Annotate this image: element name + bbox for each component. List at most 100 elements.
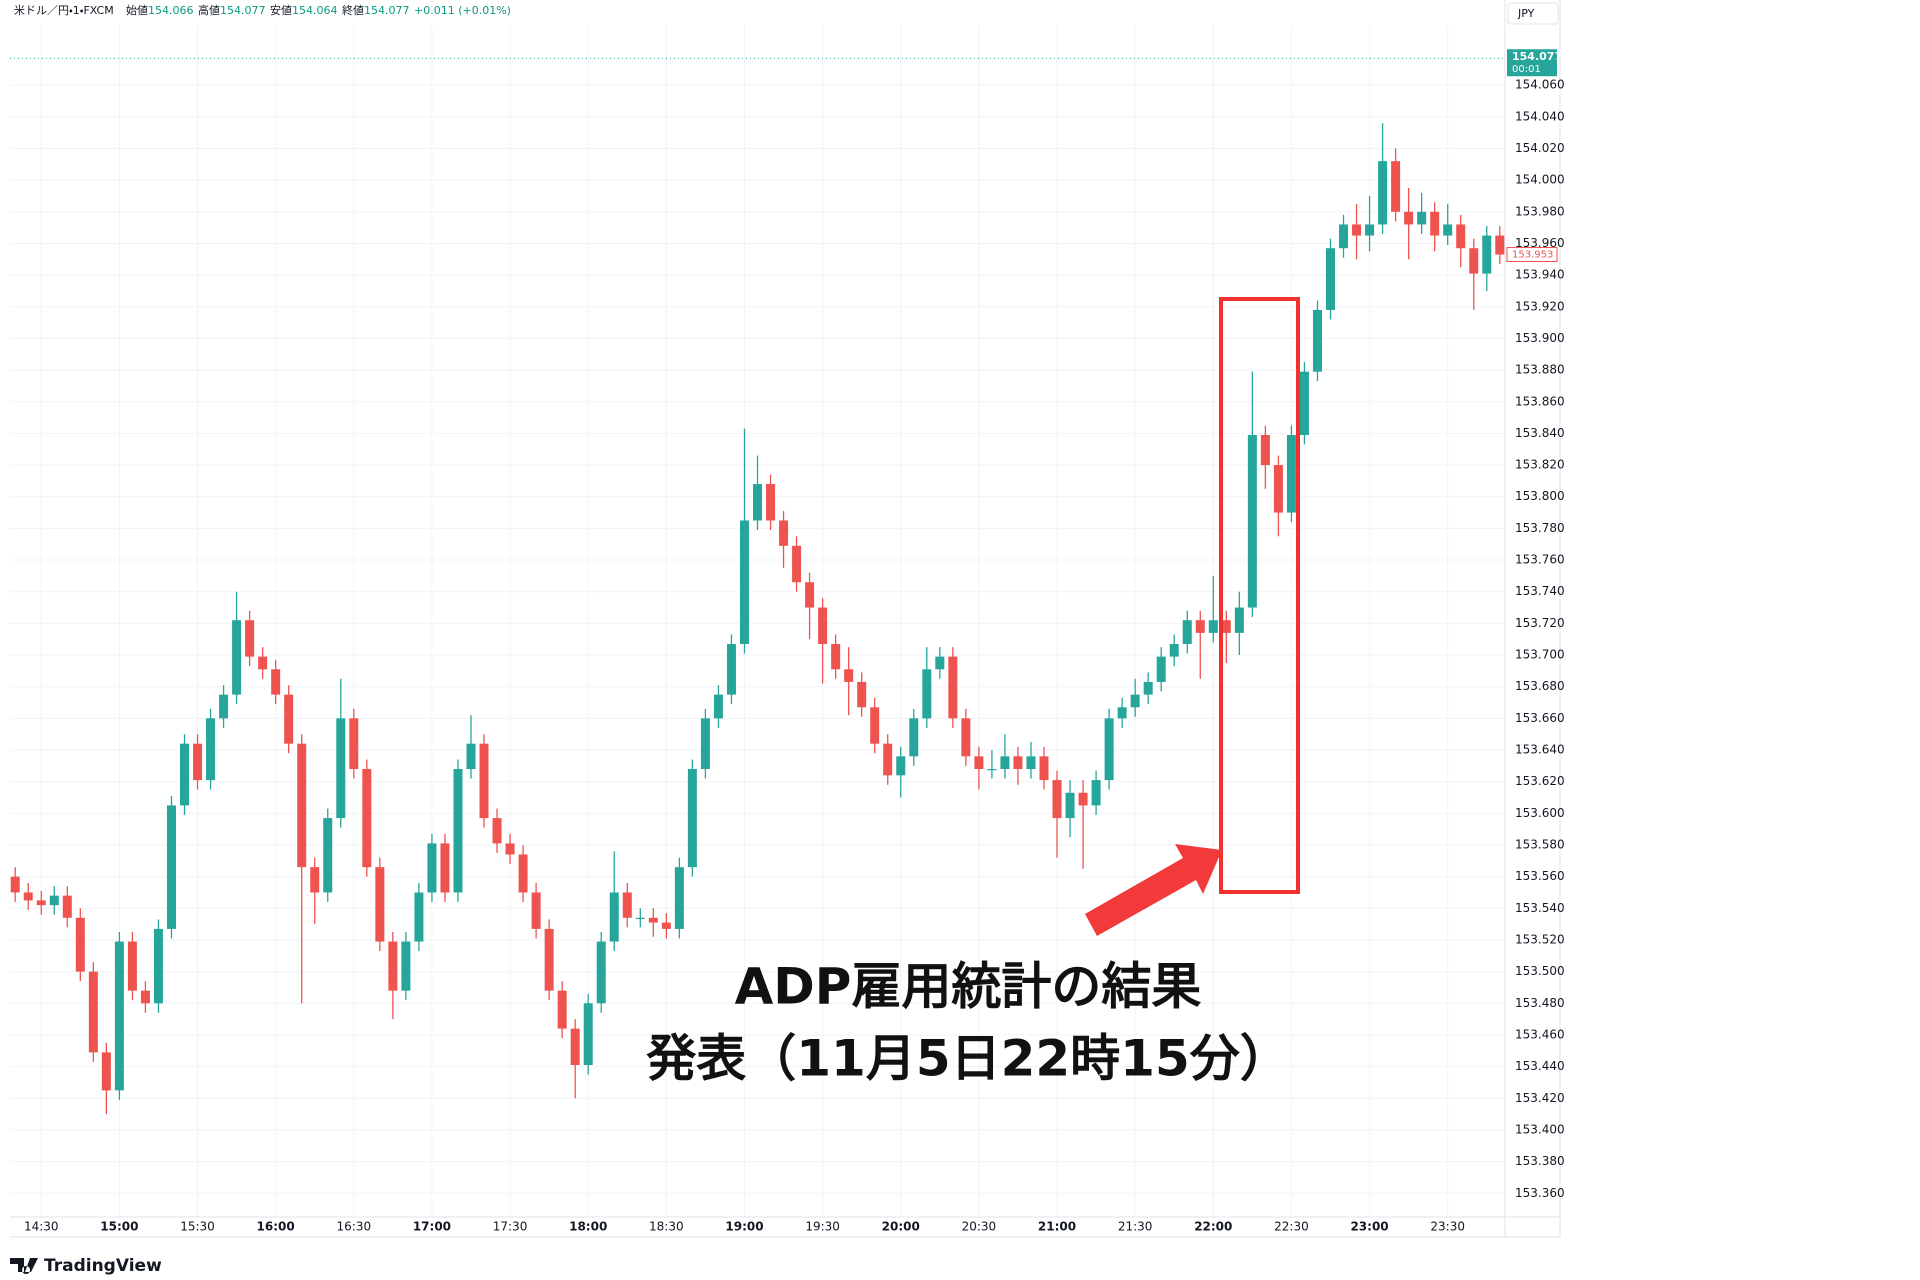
candle-body — [362, 769, 372, 868]
candle-body — [401, 941, 411, 991]
x-tick-label: 20:30 — [962, 1220, 997, 1234]
high-label: 高値 — [198, 3, 220, 17]
arrow — [1085, 844, 1222, 936]
x-tick-label: 21:00 — [1038, 1220, 1076, 1234]
candle-body — [219, 694, 229, 719]
open-label: 始値 — [126, 3, 148, 17]
candle-body — [1286, 434, 1296, 513]
candle-body — [609, 892, 619, 942]
annotation-line2: 発表（11月5日22時15分） — [646, 1030, 1290, 1088]
y-tick-label: 153.360 — [1515, 1186, 1565, 1200]
candle-body — [792, 545, 802, 583]
candle-body — [1013, 756, 1023, 770]
candle-body — [336, 718, 346, 819]
candle-body — [1130, 694, 1140, 708]
candle-body — [739, 520, 749, 644]
candle-body — [466, 743, 476, 770]
y-tick-label: 153.780 — [1515, 521, 1565, 535]
candle-body — [1430, 211, 1440, 236]
candle-body — [10, 876, 20, 893]
y-tick-label: 153.400 — [1515, 1122, 1565, 1136]
candle-body — [193, 743, 203, 781]
candle-body — [375, 867, 385, 942]
candle-body — [1456, 224, 1466, 249]
x-tick-label: 14:30 — [24, 1220, 59, 1234]
candle-body — [206, 718, 216, 781]
candle-body — [766, 484, 776, 521]
candle-body — [570, 1028, 580, 1066]
candle-body — [1312, 309, 1322, 372]
candle-body — [753, 484, 762, 521]
candle-body — [987, 769, 997, 771]
candle-body — [1156, 656, 1166, 682]
logo: TradingView — [10, 1256, 162, 1276]
candle-body — [180, 743, 190, 806]
candle-body — [687, 769, 697, 868]
countdown: 00:01 — [1512, 64, 1541, 75]
x-tick-label: 16:30 — [337, 1220, 372, 1234]
candle-body — [779, 520, 789, 546]
candle-body — [427, 843, 437, 893]
candle-body — [271, 669, 281, 695]
candle-body — [1143, 681, 1153, 695]
annotation-line1: ADP雇用統計の結果 — [735, 958, 1202, 1016]
x-tick-label: 22:30 — [1274, 1220, 1309, 1234]
y-tick-label: 153.580 — [1515, 837, 1565, 851]
x-tick-label: 19:00 — [725, 1220, 763, 1234]
x-tick-label: 19:30 — [805, 1220, 840, 1234]
candle-body — [1339, 224, 1349, 249]
candle-body — [1000, 756, 1010, 770]
candle-body — [62, 895, 72, 918]
y-tick-label: 154.060 — [1515, 78, 1565, 92]
symbol: 米ドル／円・1・FXCM — [14, 4, 114, 17]
candle-body — [896, 756, 906, 776]
candle-body — [1078, 792, 1088, 806]
y-tick-label: 153.880 — [1515, 363, 1565, 377]
candle-body — [23, 892, 33, 901]
currency-box[interactable] — [1507, 2, 1559, 25]
x-tick-label: 17:00 — [413, 1220, 451, 1234]
candle-body — [831, 643, 841, 670]
candle-body — [1469, 248, 1479, 274]
candle-body — [1325, 248, 1335, 310]
high-value: 154.077 — [220, 4, 266, 17]
y-tick-label: 153.420 — [1515, 1091, 1565, 1105]
candle-body — [1234, 607, 1244, 633]
highlight-box — [1219, 297, 1300, 894]
cursor-price-label: 153.953 — [1512, 250, 1553, 261]
candle-body — [388, 941, 398, 991]
y-tick-label: 153.960 — [1515, 236, 1565, 250]
close-label: 終値 — [342, 4, 364, 17]
candle-body — [414, 892, 424, 942]
x-tick-label: 15:00 — [100, 1220, 138, 1234]
y-tick-label: 153.700 — [1515, 648, 1565, 662]
candle-body — [49, 895, 59, 906]
candle-body — [1104, 718, 1114, 781]
candle-body — [1299, 371, 1309, 435]
candle-body — [1260, 434, 1270, 466]
y-tick-label: 153.480 — [1515, 996, 1565, 1010]
candle-body — [1195, 620, 1205, 633]
y-tick-label: 153.520 — [1515, 932, 1565, 946]
candle-body — [974, 756, 984, 770]
candle-body — [1182, 620, 1192, 644]
candle-body — [961, 718, 971, 757]
candle-body — [1482, 235, 1492, 274]
candle-body — [101, 1052, 111, 1091]
candle-body — [258, 656, 268, 670]
candle-body — [948, 656, 958, 719]
candle-body — [245, 620, 255, 657]
low-label: 安値 — [270, 4, 292, 17]
candle-body — [88, 971, 98, 1053]
candle-body — [1052, 780, 1062, 819]
candle-body — [75, 917, 85, 972]
candle-body — [1352, 224, 1362, 236]
candle-body — [1026, 756, 1036, 770]
candle-body — [909, 718, 919, 757]
candle-body — [818, 607, 828, 644]
candle-body — [114, 941, 124, 1091]
y-tick-label: 153.860 — [1515, 394, 1565, 408]
y-tick-label: 153.600 — [1515, 806, 1565, 820]
y-tick-label: 153.660 — [1515, 711, 1565, 725]
candle-body — [622, 892, 632, 918]
